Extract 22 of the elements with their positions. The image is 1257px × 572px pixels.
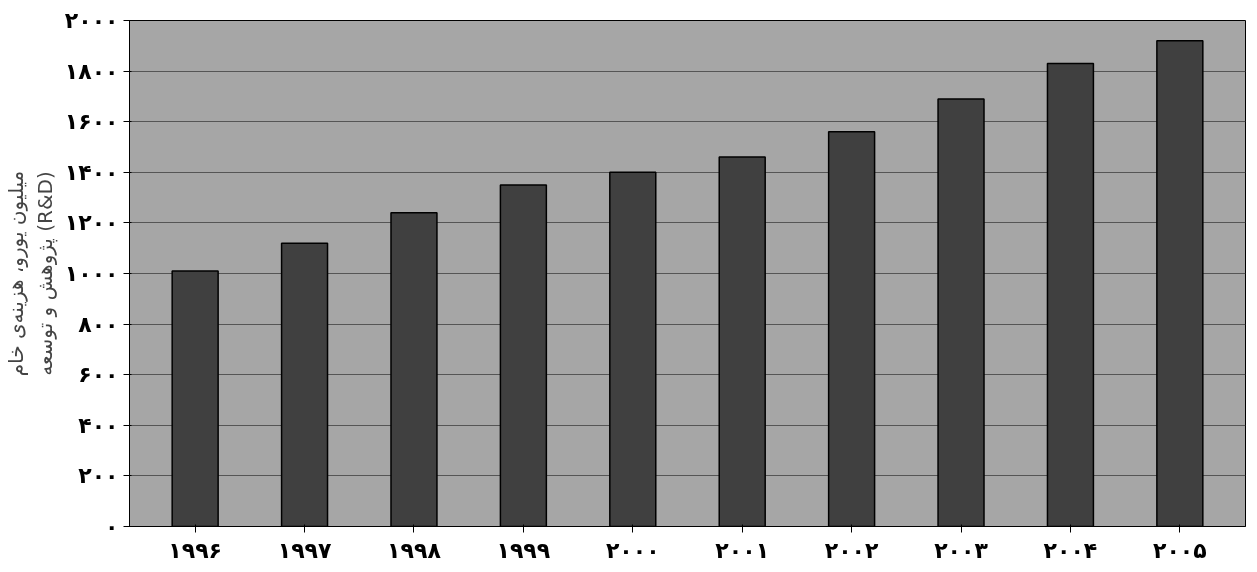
x-tick-label: ۲۰۰۰ xyxy=(605,537,660,563)
y-tick-label: ۰ xyxy=(105,514,119,539)
y-tick-label: ۱۰۰۰ xyxy=(64,261,119,286)
y-tick-label: ۱۶۰۰ xyxy=(64,109,119,135)
x-tick-label: ۲۰۰۱ xyxy=(715,537,770,563)
x-tick-label: ۱۹۹۸ xyxy=(387,537,442,563)
y-tick-label: ۱۲۰۰ xyxy=(64,210,119,236)
x-tick-label: ۲۰۰۵ xyxy=(1153,537,1207,563)
x-tick-label: ۱۹۹۶ xyxy=(168,537,223,563)
y-tick-label: ۶۰۰ xyxy=(78,362,119,388)
y-tick-label: ۲۰۰ xyxy=(78,463,119,489)
x-tick-label: ۲۰۰۳ xyxy=(934,537,989,563)
y-tick-label: ۲۰۰۰ xyxy=(64,8,119,33)
y-axis-title: میلیون یورو، هزینه‌ی خام پژوهش و توسعه (R&D) xyxy=(3,170,58,377)
x-tick-label: ۱۹۹۷ xyxy=(277,537,332,563)
x-tick-label: ۱۹۹۹ xyxy=(496,537,551,563)
y-tick-label: ۱۴۰۰ xyxy=(64,159,119,185)
x-tick-label: ۲۰۰۲ xyxy=(824,537,880,563)
y-tick-label: ۴۰۰ xyxy=(78,412,119,438)
y-tick-label: ۱۸۰۰ xyxy=(64,58,119,84)
x-tick-label: ۲۰۰۴ xyxy=(1043,537,1098,563)
y-tick-label: ۸۰۰ xyxy=(78,311,119,337)
